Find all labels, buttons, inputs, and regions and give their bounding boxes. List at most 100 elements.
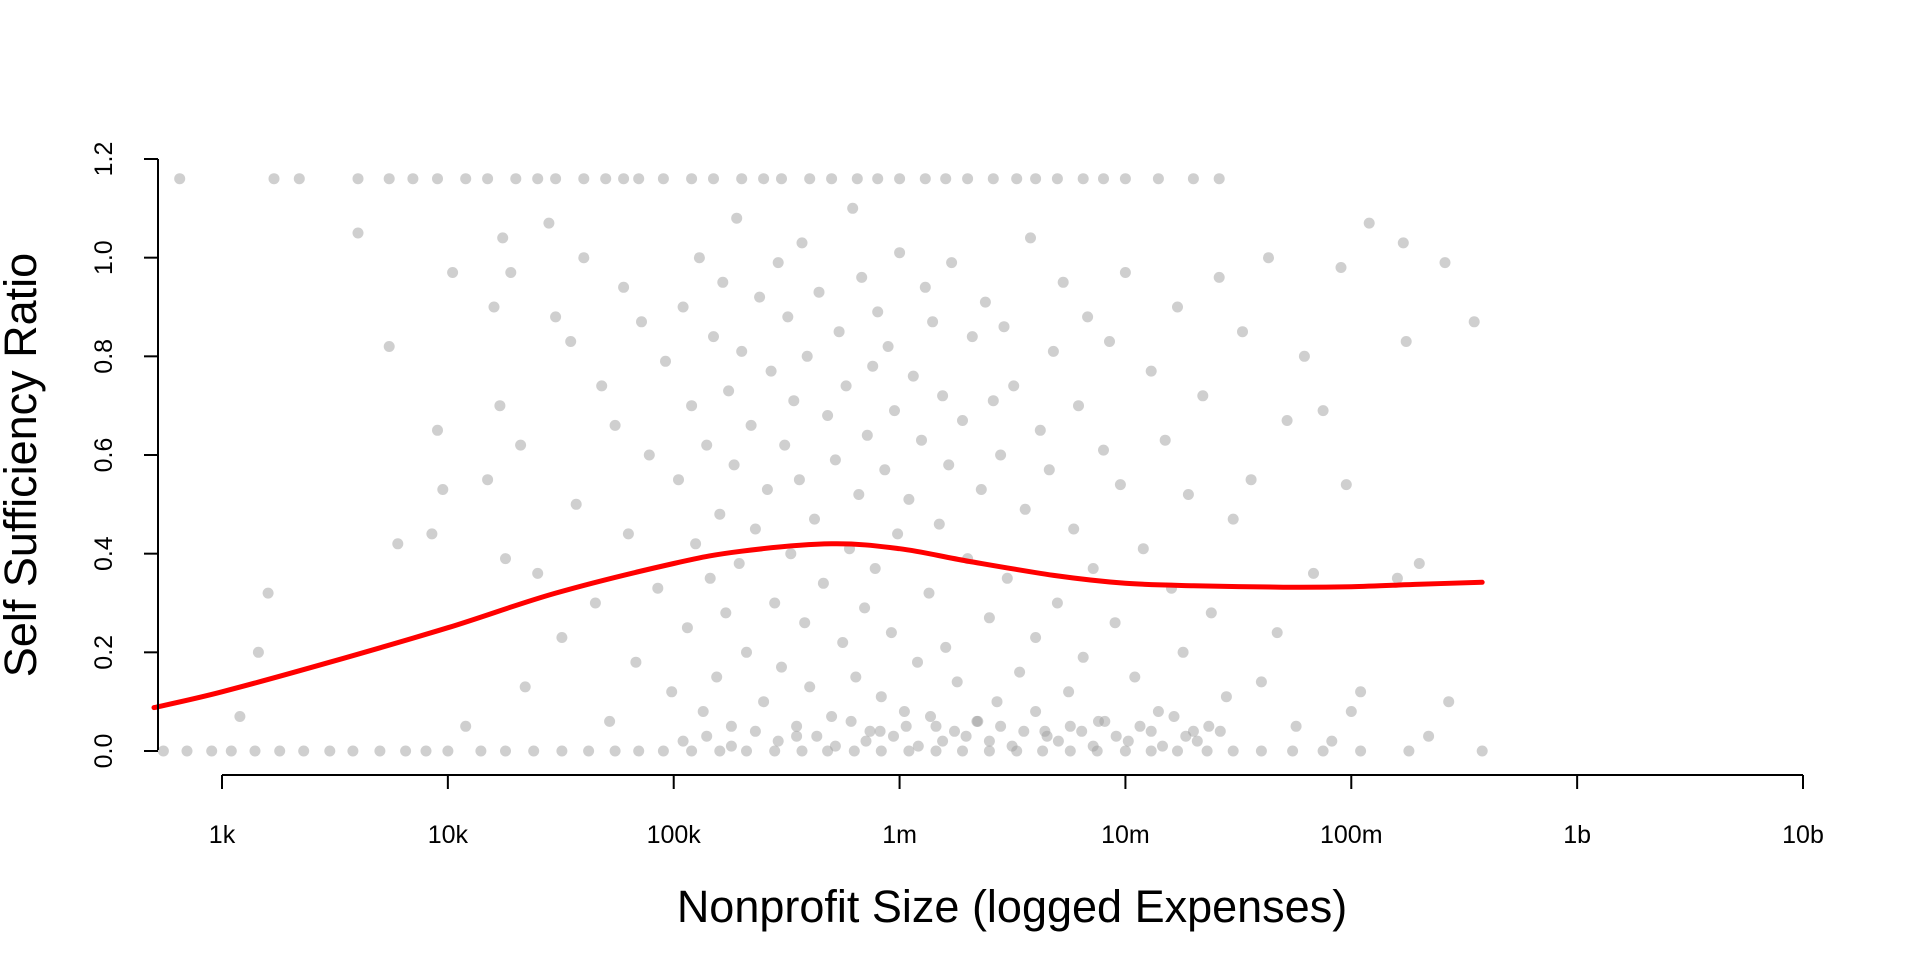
scatter-point bbox=[957, 745, 968, 757]
scatter-point bbox=[1281, 415, 1293, 426]
scatter-point bbox=[1030, 632, 1042, 643]
scatter-point bbox=[829, 454, 841, 466]
scatter-point bbox=[1099, 715, 1111, 727]
scatter-point bbox=[1145, 365, 1157, 377]
scatter-point bbox=[801, 350, 813, 362]
scatter-point bbox=[622, 528, 634, 540]
scatter-point bbox=[987, 395, 999, 407]
scatter-point bbox=[1197, 390, 1209, 402]
scatter-point bbox=[690, 538, 702, 550]
scatter-point bbox=[268, 173, 280, 185]
scatter-point bbox=[1152, 173, 1164, 185]
scatter-point bbox=[940, 641, 952, 653]
scatter-point bbox=[796, 745, 808, 757]
scatter-point bbox=[975, 484, 987, 495]
scatter-point bbox=[583, 745, 595, 757]
scatter-point bbox=[532, 173, 544, 185]
scatter-point bbox=[1271, 627, 1283, 639]
trend-line-layer bbox=[151, 541, 1485, 711]
y-tick-label: 0.4 bbox=[90, 536, 118, 571]
scatter-point bbox=[741, 646, 752, 658]
scatter-point bbox=[1104, 336, 1115, 347]
scatter-point bbox=[1413, 558, 1425, 569]
scatter-point bbox=[1073, 400, 1084, 412]
scatter-point bbox=[1052, 735, 1064, 747]
scatter-point bbox=[788, 395, 800, 407]
scatter-point bbox=[1340, 479, 1352, 491]
scatter-point bbox=[293, 173, 305, 185]
scatter-point bbox=[1077, 651, 1089, 663]
scatter-point bbox=[822, 410, 834, 421]
scatter-point bbox=[1355, 745, 1367, 757]
scatter-point bbox=[697, 706, 709, 717]
y-tick-label: 1.0 bbox=[90, 240, 118, 275]
x-tick-label: 100m bbox=[1320, 821, 1383, 849]
y-tick-label: 0.6 bbox=[90, 438, 118, 473]
scatter-point bbox=[892, 528, 904, 540]
scatter-point bbox=[1317, 405, 1329, 417]
trend-line bbox=[151, 541, 1485, 711]
scatter-point bbox=[923, 587, 935, 599]
scatter-point bbox=[324, 745, 336, 757]
scatter-point bbox=[206, 745, 218, 757]
scatter-point bbox=[1109, 617, 1121, 629]
scatter-point bbox=[383, 341, 395, 352]
scatter-point bbox=[225, 745, 237, 757]
scatter-point bbox=[995, 449, 1007, 461]
scatter-point bbox=[1051, 173, 1063, 185]
scatter-point bbox=[1345, 706, 1357, 717]
scatter-point bbox=[1172, 301, 1183, 313]
scatter-point bbox=[181, 745, 193, 757]
y-tick-label: 0.8 bbox=[90, 339, 118, 374]
scatter-point bbox=[660, 355, 671, 367]
scatter-point bbox=[432, 173, 443, 185]
scatter-point bbox=[851, 173, 863, 185]
scatter-point bbox=[1439, 257, 1451, 269]
scatter-point bbox=[556, 745, 568, 757]
scatter-point bbox=[826, 173, 838, 185]
x-tick-label: 1m bbox=[882, 821, 917, 849]
scatter-point bbox=[1064, 720, 1076, 732]
scatter-point bbox=[437, 484, 449, 495]
scatter-point bbox=[946, 257, 958, 269]
scatter-point bbox=[274, 745, 286, 757]
scatter-point bbox=[392, 538, 404, 550]
scatter-point bbox=[885, 627, 897, 639]
scatter-point bbox=[666, 686, 678, 698]
scatter-point bbox=[749, 725, 761, 737]
scatter-point bbox=[1172, 745, 1183, 757]
scatter-point bbox=[804, 173, 816, 185]
y-tick-label: 1.2 bbox=[90, 142, 118, 177]
scatter-point bbox=[174, 173, 186, 185]
scatter-point bbox=[962, 173, 974, 185]
scatter-point bbox=[596, 380, 608, 392]
scatter-point bbox=[1213, 173, 1225, 185]
scatter-point bbox=[1201, 745, 1213, 757]
scatter-point bbox=[793, 474, 805, 486]
scatter-point bbox=[772, 735, 784, 747]
scatter-point bbox=[907, 370, 919, 382]
scatter-point bbox=[791, 720, 803, 732]
scatter-point bbox=[600, 173, 612, 185]
scatter-point bbox=[677, 735, 689, 747]
scatter-point bbox=[837, 637, 849, 648]
scatter-point bbox=[1245, 474, 1257, 486]
scatter-point bbox=[420, 745, 432, 757]
scatter-point bbox=[1119, 173, 1131, 185]
scatter-point bbox=[298, 745, 310, 757]
scatter-point bbox=[1227, 745, 1239, 757]
scatter-point bbox=[898, 706, 910, 717]
scatter-point bbox=[550, 173, 562, 185]
scatter-point bbox=[1237, 326, 1248, 338]
scatter-point bbox=[643, 449, 655, 461]
scatter-point bbox=[847, 202, 859, 214]
scatter-point bbox=[1030, 706, 1042, 717]
scatter-point bbox=[1335, 262, 1347, 273]
scatter-point bbox=[383, 173, 395, 185]
scatter-point bbox=[1214, 725, 1226, 737]
scatter-point bbox=[1298, 350, 1310, 362]
scatter-point bbox=[850, 671, 862, 683]
scatter-point bbox=[733, 558, 745, 569]
scatter-point bbox=[528, 745, 540, 757]
